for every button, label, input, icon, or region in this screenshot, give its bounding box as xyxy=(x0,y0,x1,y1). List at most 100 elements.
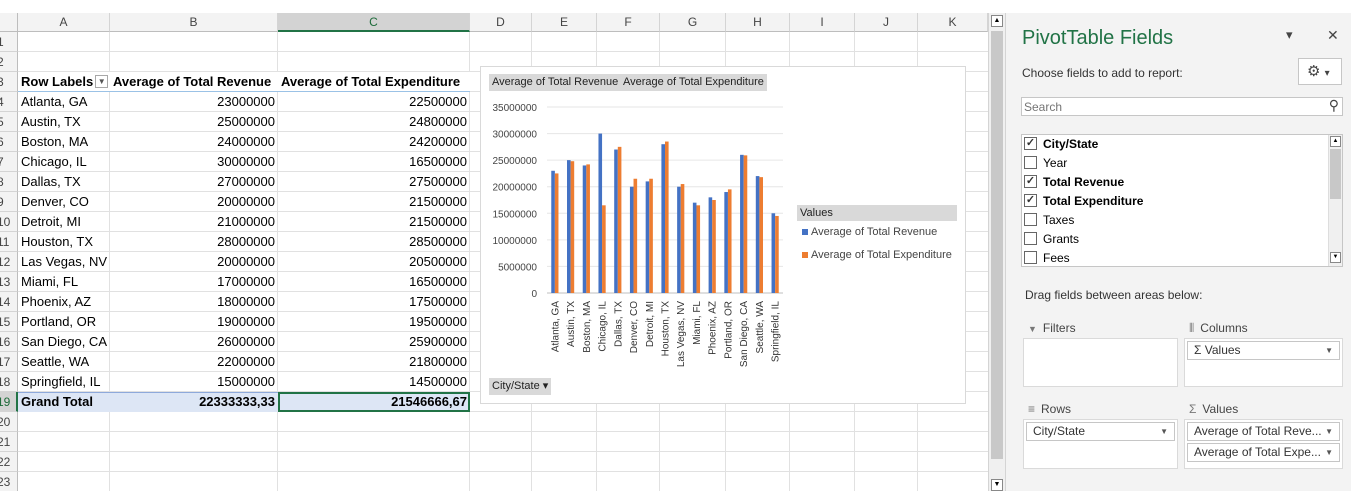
pivot-revenue-value[interactable]: 24000000 xyxy=(217,134,275,149)
pivot-row-label[interactable]: Portland, OR xyxy=(21,314,97,329)
field-item-taxes[interactable]: Taxes xyxy=(1024,211,1074,230)
row-header-19[interactable]: 19 xyxy=(0,392,18,412)
row-header-8[interactable]: 8 xyxy=(0,172,18,192)
pivot-expenditure-value[interactable]: 20500000 xyxy=(409,254,467,269)
row-header-3[interactable]: 3 xyxy=(0,72,18,92)
field-item-total-revenue[interactable]: ✓ Total Revenue xyxy=(1024,173,1124,192)
pivot-row-label[interactable]: Houston, TX xyxy=(21,234,94,249)
pivot-expenditure-value[interactable]: 25900000 xyxy=(409,334,467,349)
legend-item[interactable]: Average of Total Revenue xyxy=(797,221,957,244)
scroll-thumb[interactable] xyxy=(991,31,1003,459)
column-header-j[interactable]: J xyxy=(855,13,918,32)
column-header-g[interactable]: G xyxy=(660,13,726,32)
pivot-expenditure-value[interactable]: 19500000 xyxy=(409,314,467,329)
row-header-10[interactable]: 10 xyxy=(0,212,18,232)
pivot-revenue-value[interactable]: 25000000 xyxy=(217,114,275,129)
filters-area[interactable] xyxy=(1023,338,1178,387)
pivot-row-label[interactable]: San Diego, CA xyxy=(21,334,107,349)
pivot-row-label[interactable]: Austin, TX xyxy=(21,114,81,129)
column-header-b[interactable]: B xyxy=(110,13,278,32)
pivot-header-expenditure[interactable]: Average of Total Expenditure xyxy=(281,74,461,89)
column-header-f[interactable]: F xyxy=(597,13,660,32)
checkbox[interactable]: ✓ xyxy=(1024,137,1037,151)
grand-total-revenue[interactable]: 22333333,33 xyxy=(199,394,275,409)
pivot-expenditure-value[interactable]: 17500000 xyxy=(409,294,467,309)
pivot-revenue-value[interactable]: 22000000 xyxy=(217,354,275,369)
pivot-revenue-value[interactable]: 26000000 xyxy=(217,334,275,349)
pivot-revenue-value[interactable]: 15000000 xyxy=(217,374,275,389)
row-header-20[interactable]: 20 xyxy=(0,412,18,432)
pivot-expenditure-value[interactable]: 24200000 xyxy=(409,134,467,149)
row-header-6[interactable]: 6 xyxy=(0,132,18,152)
field-scroll-down-arrow[interactable]: ▼ xyxy=(1330,252,1341,263)
grand-total-label[interactable]: Grand Total xyxy=(21,394,93,409)
pivot-expenditure-value[interactable]: 16500000 xyxy=(409,274,467,289)
row-header-1[interactable]: 1 xyxy=(0,32,18,52)
pivot-revenue-value[interactable]: 21000000 xyxy=(217,214,275,229)
row-header-7[interactable]: 7 xyxy=(0,152,18,172)
pivot-expenditure-value[interactable]: 21500000 xyxy=(409,214,467,229)
pivot-header-row-labels[interactable]: Row Labels ▼ xyxy=(18,72,110,92)
close-icon[interactable]: ✕ xyxy=(1327,27,1339,43)
panel-menu-icon[interactable]: ▾ xyxy=(1286,27,1293,42)
scroll-down-arrow[interactable]: ▼ xyxy=(991,479,1003,491)
field-item-year[interactable]: Year xyxy=(1024,154,1067,173)
filter-dropdown-icon[interactable]: ▼ xyxy=(95,75,109,89)
row-header-5[interactable]: 5 xyxy=(0,112,18,132)
field-item-city-state[interactable]: ✓ City/State xyxy=(1024,135,1098,154)
column-header-a[interactable]: A xyxy=(18,13,110,32)
search-box[interactable]: ⚲ xyxy=(1021,97,1343,116)
tools-button[interactable]: ⚙ ▾ xyxy=(1298,58,1342,85)
field-list-scrollbar[interactable]: ▲ ▼ xyxy=(1328,135,1342,266)
field-item-grants[interactable]: Grants xyxy=(1024,230,1079,249)
checkbox[interactable] xyxy=(1024,251,1037,265)
pivot-revenue-value[interactable]: 20000000 xyxy=(217,194,275,209)
pivot-revenue-value[interactable]: 28000000 xyxy=(217,234,275,249)
pivot-expenditure-value[interactable]: 21800000 xyxy=(409,354,467,369)
select-all-corner[interactable] xyxy=(0,13,18,32)
pivot-row-label[interactable]: Atlanta, GA xyxy=(21,94,88,109)
row-header-18[interactable]: 18 xyxy=(0,372,18,392)
pivot-chart[interactable]: Average of Total Revenue Average of Total… xyxy=(480,66,966,404)
scroll-up-arrow[interactable]: ▲ xyxy=(991,15,1003,27)
checkbox[interactable] xyxy=(1024,232,1037,246)
row-header-4[interactable]: 4 xyxy=(0,92,18,112)
row-header-2[interactable]: 2 xyxy=(0,52,18,72)
pivot-row-label[interactable]: Las Vegas, NV xyxy=(21,254,107,269)
spreadsheet-grid[interactable]: ABCDEFGHIJK12345678910111213141516171819… xyxy=(0,0,988,491)
pivot-revenue-value[interactable]: 19000000 xyxy=(217,314,275,329)
row-header-16[interactable]: 16 xyxy=(0,332,18,352)
pivot-expenditure-value[interactable]: 14500000 xyxy=(409,374,467,389)
row-header-11[interactable]: 11 xyxy=(0,232,18,252)
row-header-14[interactable]: 14 xyxy=(0,292,18,312)
row-header-21[interactable]: 21 xyxy=(0,432,18,452)
row-header-23[interactable]: 23 xyxy=(0,472,18,491)
search-input[interactable] xyxy=(1022,98,1312,115)
column-header-c[interactable]: C xyxy=(278,13,470,32)
column-header-i[interactable]: I xyxy=(790,13,855,32)
pivot-revenue-value[interactable]: 20000000 xyxy=(217,254,275,269)
chart-field-button-revenue[interactable]: Average of Total Revenue xyxy=(489,74,622,91)
pivot-row-label[interactable]: Denver, CO xyxy=(21,194,89,209)
field-item-total-expenditure[interactable]: ✓ Total Expenditure xyxy=(1024,192,1143,211)
values-item[interactable]: Average of Total Reve... ▼ xyxy=(1187,422,1340,441)
pivot-row-label[interactable]: Boston, MA xyxy=(21,134,89,149)
pivot-row-label[interactable]: Phoenix, AZ xyxy=(21,294,92,309)
grand-total-expenditure[interactable]: 21546666,67 xyxy=(391,394,467,409)
pivot-row-label[interactable]: Dallas, TX xyxy=(21,174,81,189)
vertical-scrollbar[interactable]: ▲ ▼ xyxy=(988,13,1005,491)
field-item-fees[interactable]: Fees xyxy=(1024,249,1070,268)
checkbox[interactable]: ✓ xyxy=(1024,194,1037,208)
pivot-expenditure-value[interactable]: 24800000 xyxy=(409,114,467,129)
column-header-d[interactable]: D xyxy=(470,13,532,32)
checkbox[interactable] xyxy=(1024,213,1037,227)
column-header-k[interactable]: K xyxy=(918,13,988,32)
columns-item[interactable]: Σ Values ▼ xyxy=(1187,341,1340,360)
rows-item[interactable]: City/State ▼ xyxy=(1026,422,1175,441)
checkbox[interactable]: ✓ xyxy=(1024,175,1037,189)
pivot-expenditure-value[interactable]: 22500000 xyxy=(409,94,467,109)
row-header-9[interactable]: 9 xyxy=(0,192,18,212)
chart-legend[interactable]: Values Average of Total Revenue Average of… xyxy=(797,205,957,267)
pivot-row-label[interactable]: Seattle, WA xyxy=(21,354,90,369)
field-scroll-thumb[interactable] xyxy=(1330,149,1341,199)
